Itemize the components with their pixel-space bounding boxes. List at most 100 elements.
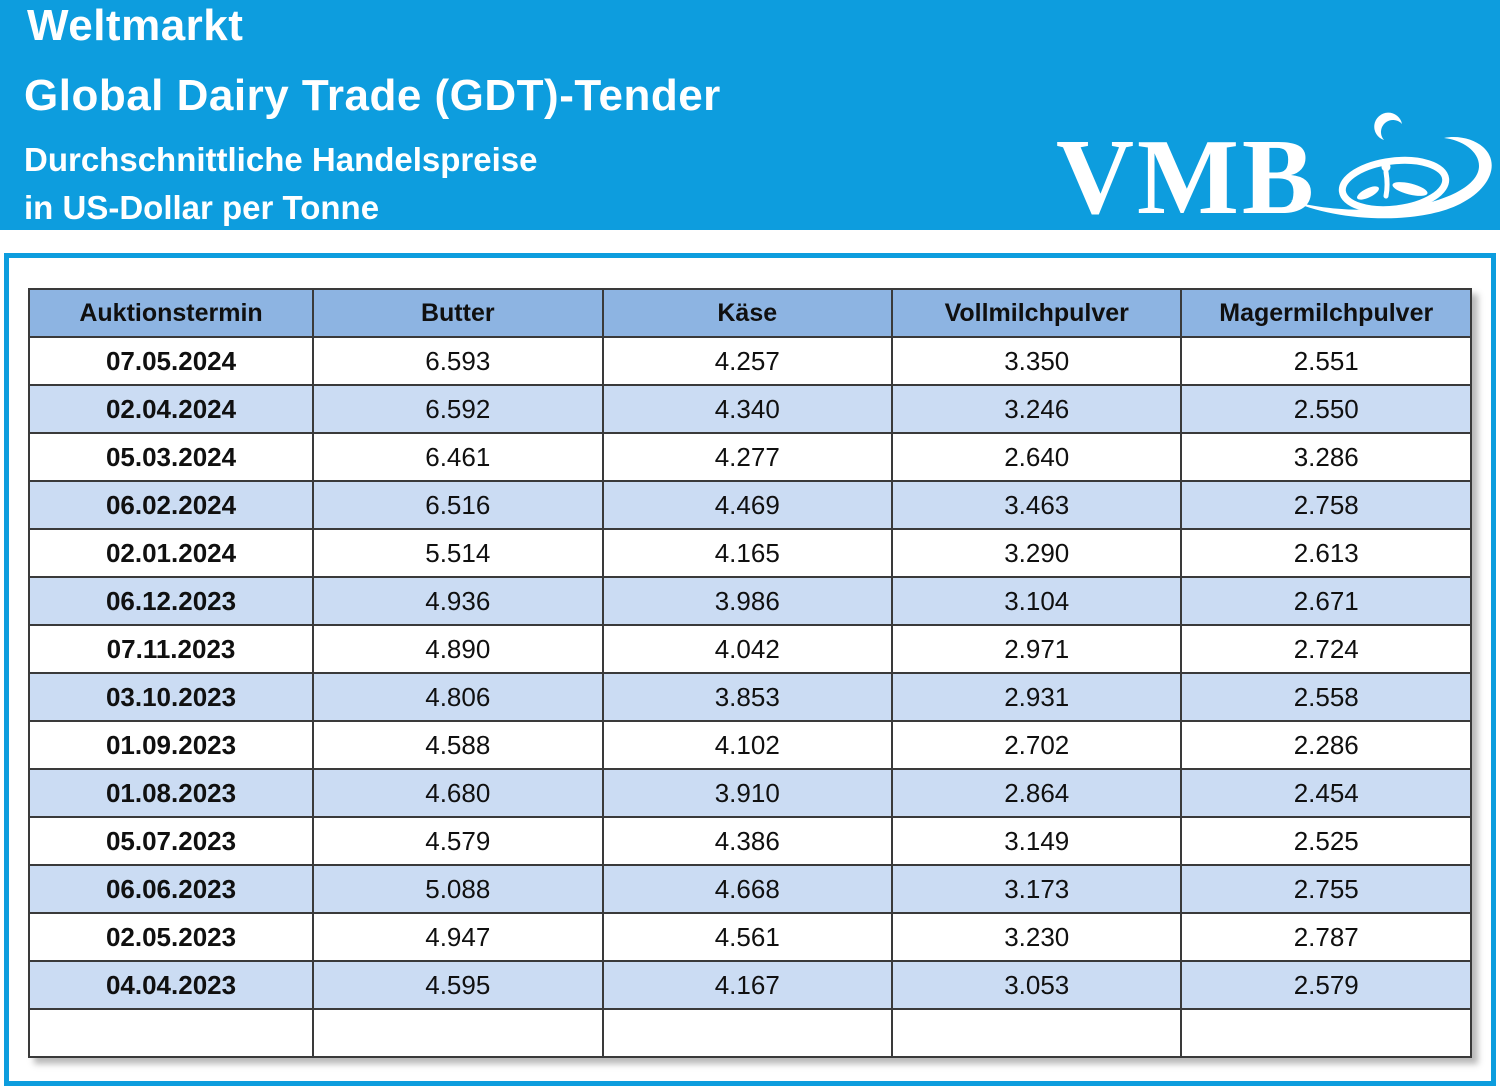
page-title-line-2: Global Dairy Trade (GDT)-Tender [24,71,721,120]
table-row [27,1008,1472,1058]
cell-butter: 4.595 [312,960,604,1010]
table-row: 06.02.2024 6.516 4.469 3.463 2.758 [27,480,1472,530]
cell-kaese: 4.340 [601,384,894,434]
cell-butter: 5.088 [312,864,604,914]
cell-kaese: 3.986 [601,576,894,626]
cell-vollmilchpulver: 3.246 [890,384,1183,434]
cell-auktionstermin: 02.04.2024 [27,384,315,434]
cell-magermilchpulver: 2.613 [1180,528,1472,578]
cell-vollmilchpulver: 3.149 [890,816,1183,866]
cell-vollmilchpulver: 3.053 [890,960,1183,1010]
cell-vollmilchpulver [890,1008,1183,1058]
gdt-price-table: Auktionstermin Butter Käse Vollmilchpulv… [27,288,1472,1058]
col-header-butter: Butter [312,288,604,338]
cell-auktionstermin: 06.02.2024 [27,480,315,530]
cell-auktionstermin: 07.11.2023 [27,624,315,674]
table-row: 07.05.2024 6.593 4.257 3.350 2.551 [27,336,1472,386]
cell-magermilchpulver: 2.454 [1180,768,1472,818]
content-panel: Auktionstermin Butter Käse Vollmilchpulv… [4,253,1496,1086]
table-row: 06.06.2023 5.088 4.668 3.173 2.755 [27,864,1472,914]
cell-magermilchpulver: 2.286 [1180,720,1472,770]
cell-butter: 4.579 [312,816,604,866]
cell-butter: 4.588 [312,720,604,770]
header-banner: Weltmarkt Global Dairy Trade (GDT)-Tende… [0,0,1500,230]
table-row: 04.04.2023 4.595 4.167 3.053 2.579 [27,960,1472,1010]
cell-auktionstermin: 03.10.2023 [27,672,315,722]
cell-vollmilchpulver: 2.702 [890,720,1183,770]
cell-magermilchpulver [1180,1008,1472,1058]
vmb-logo-text: VMB [1056,118,1317,231]
table-header-row: Auktionstermin Butter Käse Vollmilchpulv… [27,288,1472,338]
cell-vollmilchpulver: 2.864 [890,768,1183,818]
table-row: 01.09.2023 4.588 4.102 2.702 2.286 [27,720,1472,770]
cell-kaese: 4.042 [601,624,894,674]
cell-magermilchpulver: 2.671 [1180,576,1472,626]
cell-vollmilchpulver: 3.463 [890,480,1183,530]
cell-butter: 6.516 [312,480,604,530]
cell-vollmilchpulver: 3.230 [890,912,1183,962]
col-header-auktionstermin: Auktionstermin [27,288,315,338]
cell-kaese: 4.165 [601,528,894,578]
table-row: 07.11.2023 4.890 4.042 2.971 2.724 [27,624,1472,674]
cell-kaese: 4.102 [601,720,894,770]
cell-vollmilchpulver: 2.971 [890,624,1183,674]
table-row: 02.04.2024 6.592 4.340 3.246 2.550 [27,384,1472,434]
cell-butter: 4.890 [312,624,604,674]
cell-magermilchpulver: 2.551 [1180,336,1472,386]
cell-kaese: 4.469 [601,480,894,530]
cell-magermilchpulver: 2.550 [1180,384,1472,434]
table-body: 07.05.2024 6.593 4.257 3.350 2.551 02.04… [27,336,1472,1058]
cell-magermilchpulver: 2.525 [1180,816,1472,866]
cell-auktionstermin [27,1008,315,1058]
table-row: 03.10.2023 4.806 3.853 2.931 2.558 [27,672,1472,722]
cell-butter [312,1008,604,1058]
cell-kaese: 4.167 [601,960,894,1010]
cell-auktionstermin: 02.05.2023 [27,912,315,962]
table-row: 05.03.2024 6.461 4.277 2.640 3.286 [27,432,1472,482]
cell-kaese: 3.910 [601,768,894,818]
table-row: 06.12.2023 4.936 3.986 3.104 2.671 [27,576,1472,626]
cell-magermilchpulver: 2.787 [1180,912,1472,962]
vmb-logo-swirl-icon [1290,112,1492,219]
cell-vollmilchpulver: 2.640 [890,432,1183,482]
cell-auktionstermin: 05.03.2024 [27,432,315,482]
table-row: 01.08.2023 4.680 3.910 2.864 2.454 [27,768,1472,818]
cell-vollmilchpulver: 3.350 [890,336,1183,386]
cell-magermilchpulver: 3.286 [1180,432,1472,482]
page-title: Weltmarkt [27,1,244,50]
cell-butter: 6.593 [312,336,604,386]
cell-magermilchpulver: 2.579 [1180,960,1472,1010]
table-row: 05.07.2023 4.579 4.386 3.149 2.525 [27,816,1472,866]
cell-butter: 4.680 [312,768,604,818]
cell-kaese: 4.386 [601,816,894,866]
cell-butter: 4.806 [312,672,604,722]
cell-auktionstermin: 06.12.2023 [27,576,315,626]
cell-kaese: 4.277 [601,432,894,482]
cell-kaese [601,1008,894,1058]
cell-magermilchpulver: 2.755 [1180,864,1472,914]
cell-magermilchpulver: 2.758 [1180,480,1472,530]
cell-auktionstermin: 02.01.2024 [27,528,315,578]
table-row: 02.01.2024 5.514 4.165 3.290 2.613 [27,528,1472,578]
col-header-magermilchpulver: Magermilchpulver [1180,288,1472,338]
cell-vollmilchpulver: 2.931 [890,672,1183,722]
cell-butter: 6.461 [312,432,604,482]
page-subtitle-unit: in US-Dollar per Tonne [24,189,380,226]
cell-auktionstermin: 07.05.2024 [27,336,315,386]
col-header-vollmilchpulver: Vollmilchpulver [890,288,1183,338]
cell-butter: 4.936 [312,576,604,626]
cell-auktionstermin: 05.07.2023 [27,816,315,866]
cell-magermilchpulver: 2.558 [1180,672,1472,722]
page-subtitle: Durchschnittliche Handelspreise [24,141,538,178]
table-header: Auktionstermin Butter Käse Vollmilchpulv… [27,288,1472,338]
table-row: 02.05.2023 4.947 4.561 3.230 2.787 [27,912,1472,962]
cell-auktionstermin: 01.09.2023 [27,720,315,770]
cell-butter: 6.592 [312,384,604,434]
cell-vollmilchpulver: 3.290 [890,528,1183,578]
cell-kaese: 4.668 [601,864,894,914]
cell-butter: 4.947 [312,912,604,962]
cell-auktionstermin: 04.04.2023 [27,960,315,1010]
cell-butter: 5.514 [312,528,604,578]
cell-kaese: 4.257 [601,336,894,386]
cell-kaese: 4.561 [601,912,894,962]
